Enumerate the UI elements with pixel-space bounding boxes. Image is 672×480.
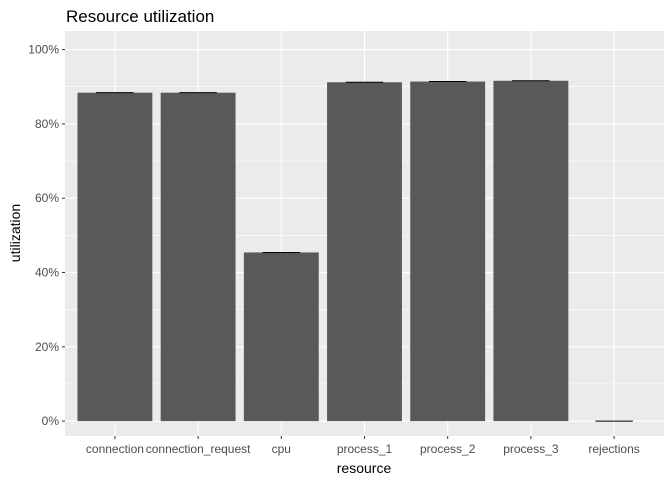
y-axis-label: utilization: [7, 204, 23, 262]
bars: [77, 80, 569, 422]
x-tick-label: process_2: [420, 442, 476, 456]
bar-process_3: [493, 80, 569, 422]
x-tick-label: cpu: [272, 442, 291, 456]
error-bars: [96, 80, 633, 422]
x-axis-ticks: connection connection_request cpu process_1…: [86, 436, 640, 456]
chart-title: Resource utilization: [66, 7, 214, 26]
x-tick-label: rejections: [588, 442, 639, 456]
bar-process_1: [327, 82, 402, 422]
y-tick-label: 0%: [42, 414, 60, 428]
x-axis-label: resource: [337, 460, 392, 476]
bar-process_2: [410, 81, 486, 422]
y-tick-label: 100%: [28, 43, 59, 57]
bar-cpu: [243, 252, 319, 422]
x-tick-label: connection: [86, 442, 144, 456]
bar-connection_request: [160, 92, 236, 422]
x-tick-label: process_3: [503, 442, 559, 456]
x-tick-label: connection_request: [146, 442, 251, 456]
y-tick-label: 60%: [35, 191, 59, 205]
y-tick-label: 20%: [35, 340, 59, 354]
y-axis-ticks: 0% 20% 40% 60% 80% 100%: [28, 43, 65, 428]
y-tick-label: 80%: [35, 117, 59, 131]
bar-connection: [77, 92, 153, 422]
x-tick-label: process_1: [337, 442, 393, 456]
y-tick-label: 40%: [35, 266, 59, 280]
